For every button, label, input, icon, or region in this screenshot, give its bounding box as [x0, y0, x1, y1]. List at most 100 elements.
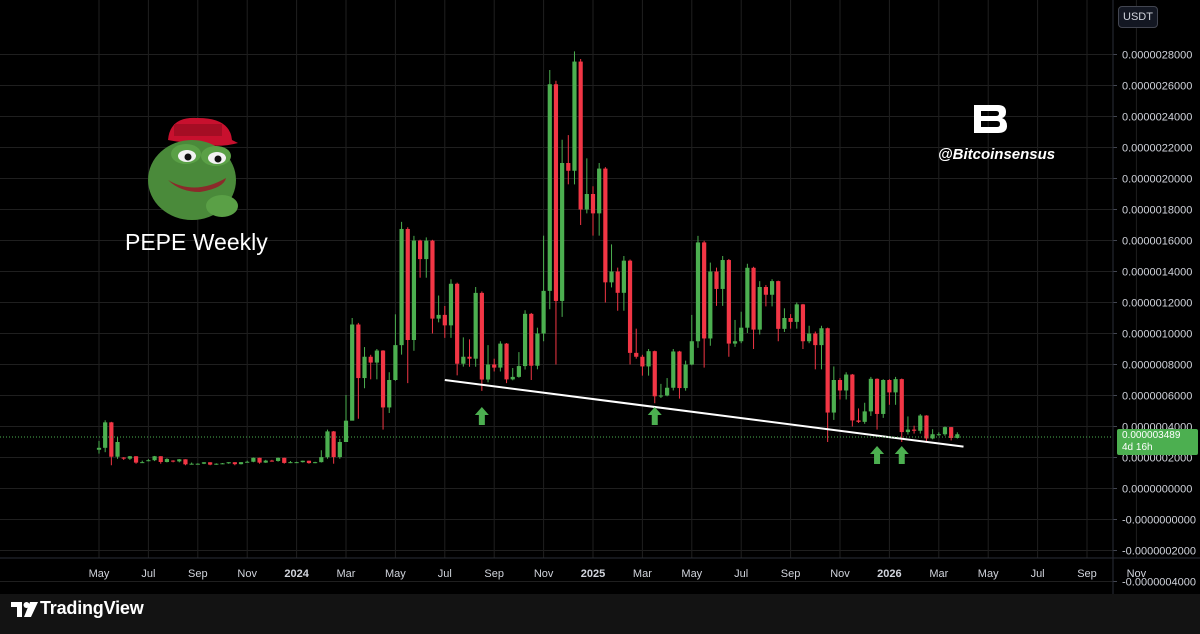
- time-axis[interactable]: May Jul Sep Nov 2024 Mar May Jul Sep Nov 2025 Mar Ma…: [89, 568, 1147, 580]
- price-tick-label: 0.0000006000: [1122, 391, 1192, 403]
- candle-body: [140, 462, 145, 464]
- candle-body: [794, 304, 799, 322]
- candle-body: [238, 462, 244, 465]
- price-tick-label: 0.0000000000: [1122, 484, 1192, 496]
- time-tick-label: Jul: [1031, 568, 1045, 580]
- candle-body: [924, 415, 929, 439]
- candle-body: [96, 447, 102, 450]
- price-tick-label: 0.0000024000: [1122, 112, 1192, 124]
- candle-body: [387, 380, 392, 408]
- trendline[interactable]: [444, 379, 964, 448]
- candle-body: [726, 260, 731, 344]
- candle-body: [461, 356, 466, 364]
- candle-body: [949, 427, 954, 438]
- price-tick-label: 0.0000028000: [1122, 50, 1192, 62]
- chart-title: PEPE Weekly: [125, 229, 268, 255]
- candle-body: [473, 292, 478, 359]
- chart-frame[interactable]: 0.0000028000 0.0000026000 0.0000024000 0.00…: [0, 0, 1200, 594]
- candle-body: [874, 378, 880, 414]
- time-tick-label: Nov: [534, 568, 554, 580]
- time-tick-label: Mar: [633, 568, 652, 580]
- candle-body: [757, 287, 762, 330]
- candle-body: [362, 356, 367, 379]
- chart-canvas[interactable]: 0.0000028000 0.0000026000 0.0000024000 0.00…: [0, 0, 1200, 594]
- candle-body: [881, 380, 886, 414]
- time-tick-label: May: [681, 568, 702, 580]
- time-tick-label: May: [89, 568, 110, 580]
- candle-body: [597, 168, 602, 214]
- candle-body: [399, 228, 404, 346]
- footer-bar: [0, 594, 1200, 634]
- price-tick-label: 0.0000016000: [1122, 236, 1192, 248]
- candle-body: [516, 366, 521, 377]
- price-axis[interactable]: 0.0000028000 0.0000026000 0.0000024000 0.00…: [1113, 50, 1196, 589]
- candle-body: [479, 292, 484, 380]
- support-arrows: [474, 407, 909, 464]
- candle-body: [251, 457, 256, 462]
- candle-body: [232, 462, 237, 465]
- time-tick-label: Jul: [734, 568, 748, 580]
- candle-body: [337, 442, 342, 458]
- brand-handle: @Bitcoinsensus: [938, 146, 1056, 163]
- candle-body: [695, 242, 701, 342]
- candle-body: [560, 163, 565, 301]
- candle-body: [887, 380, 892, 393]
- candle-body: [510, 376, 515, 380]
- time-tick-label: May: [978, 568, 999, 580]
- tradingview-wordmark[interactable]: TradingView: [40, 598, 144, 618]
- support-arrow-icon: [870, 446, 885, 464]
- price-tick-label: 0.0000008000: [1122, 360, 1192, 372]
- support-arrow-icon: [474, 407, 489, 425]
- candle-body: [751, 267, 756, 330]
- time-tick-label: 2025: [581, 568, 605, 580]
- candle-body: [498, 343, 503, 368]
- candle-body: [745, 267, 750, 328]
- candle-body: [529, 313, 534, 366]
- candle-body: [201, 462, 207, 464]
- candle-body: [862, 411, 867, 422]
- candle-body: [547, 84, 552, 291]
- candle-body: [868, 378, 873, 412]
- candle-body: [485, 364, 491, 380]
- price-tick-label: 0.0000020000: [1122, 174, 1192, 186]
- candle-body: [590, 194, 596, 214]
- candle-body: [313, 462, 318, 464]
- candle-body: [343, 420, 349, 442]
- currency-selector[interactable]: USDT: [1118, 6, 1158, 28]
- candle-body: [522, 313, 528, 367]
- tradingview-logo-icon[interactable]: [11, 600, 39, 618]
- candle-body: [640, 356, 645, 367]
- candle-body: [356, 324, 361, 379]
- support-arrow-icon: [647, 407, 662, 425]
- candle-body: [652, 351, 657, 397]
- time-tick-label: Jul: [141, 568, 155, 580]
- candle-body: [813, 333, 818, 346]
- candle-body: [152, 456, 157, 461]
- last-price-value: 0.000003489: [1122, 430, 1181, 441]
- candle-body: [288, 462, 293, 464]
- candle-body: [905, 429, 911, 433]
- candle-body: [763, 287, 768, 295]
- time-tick-label: 2024: [284, 568, 309, 580]
- candle-body: [208, 462, 213, 465]
- candle-body: [782, 318, 787, 329]
- candle-body: [918, 415, 923, 431]
- time-tick-label: Sep: [1077, 568, 1097, 580]
- candle-body: [158, 456, 163, 462]
- candles: [96, 51, 960, 466]
- candle-body: [658, 395, 664, 397]
- candle-body: [177, 459, 182, 462]
- candle-body: [739, 327, 744, 342]
- candle-body: [504, 343, 509, 380]
- candle-body: [300, 460, 305, 463]
- bitcoinsensus-logo: [974, 105, 1007, 133]
- candle-body: [405, 228, 410, 341]
- candle-body: [220, 463, 225, 465]
- time-tick-label: Sep: [781, 568, 801, 580]
- candle-body: [566, 163, 571, 171]
- support-arrow-icon: [894, 446, 909, 464]
- candle-body: [183, 459, 188, 465]
- time-tick-label: Mar: [337, 568, 356, 580]
- candle-body: [677, 351, 682, 389]
- candle-body: [578, 61, 583, 210]
